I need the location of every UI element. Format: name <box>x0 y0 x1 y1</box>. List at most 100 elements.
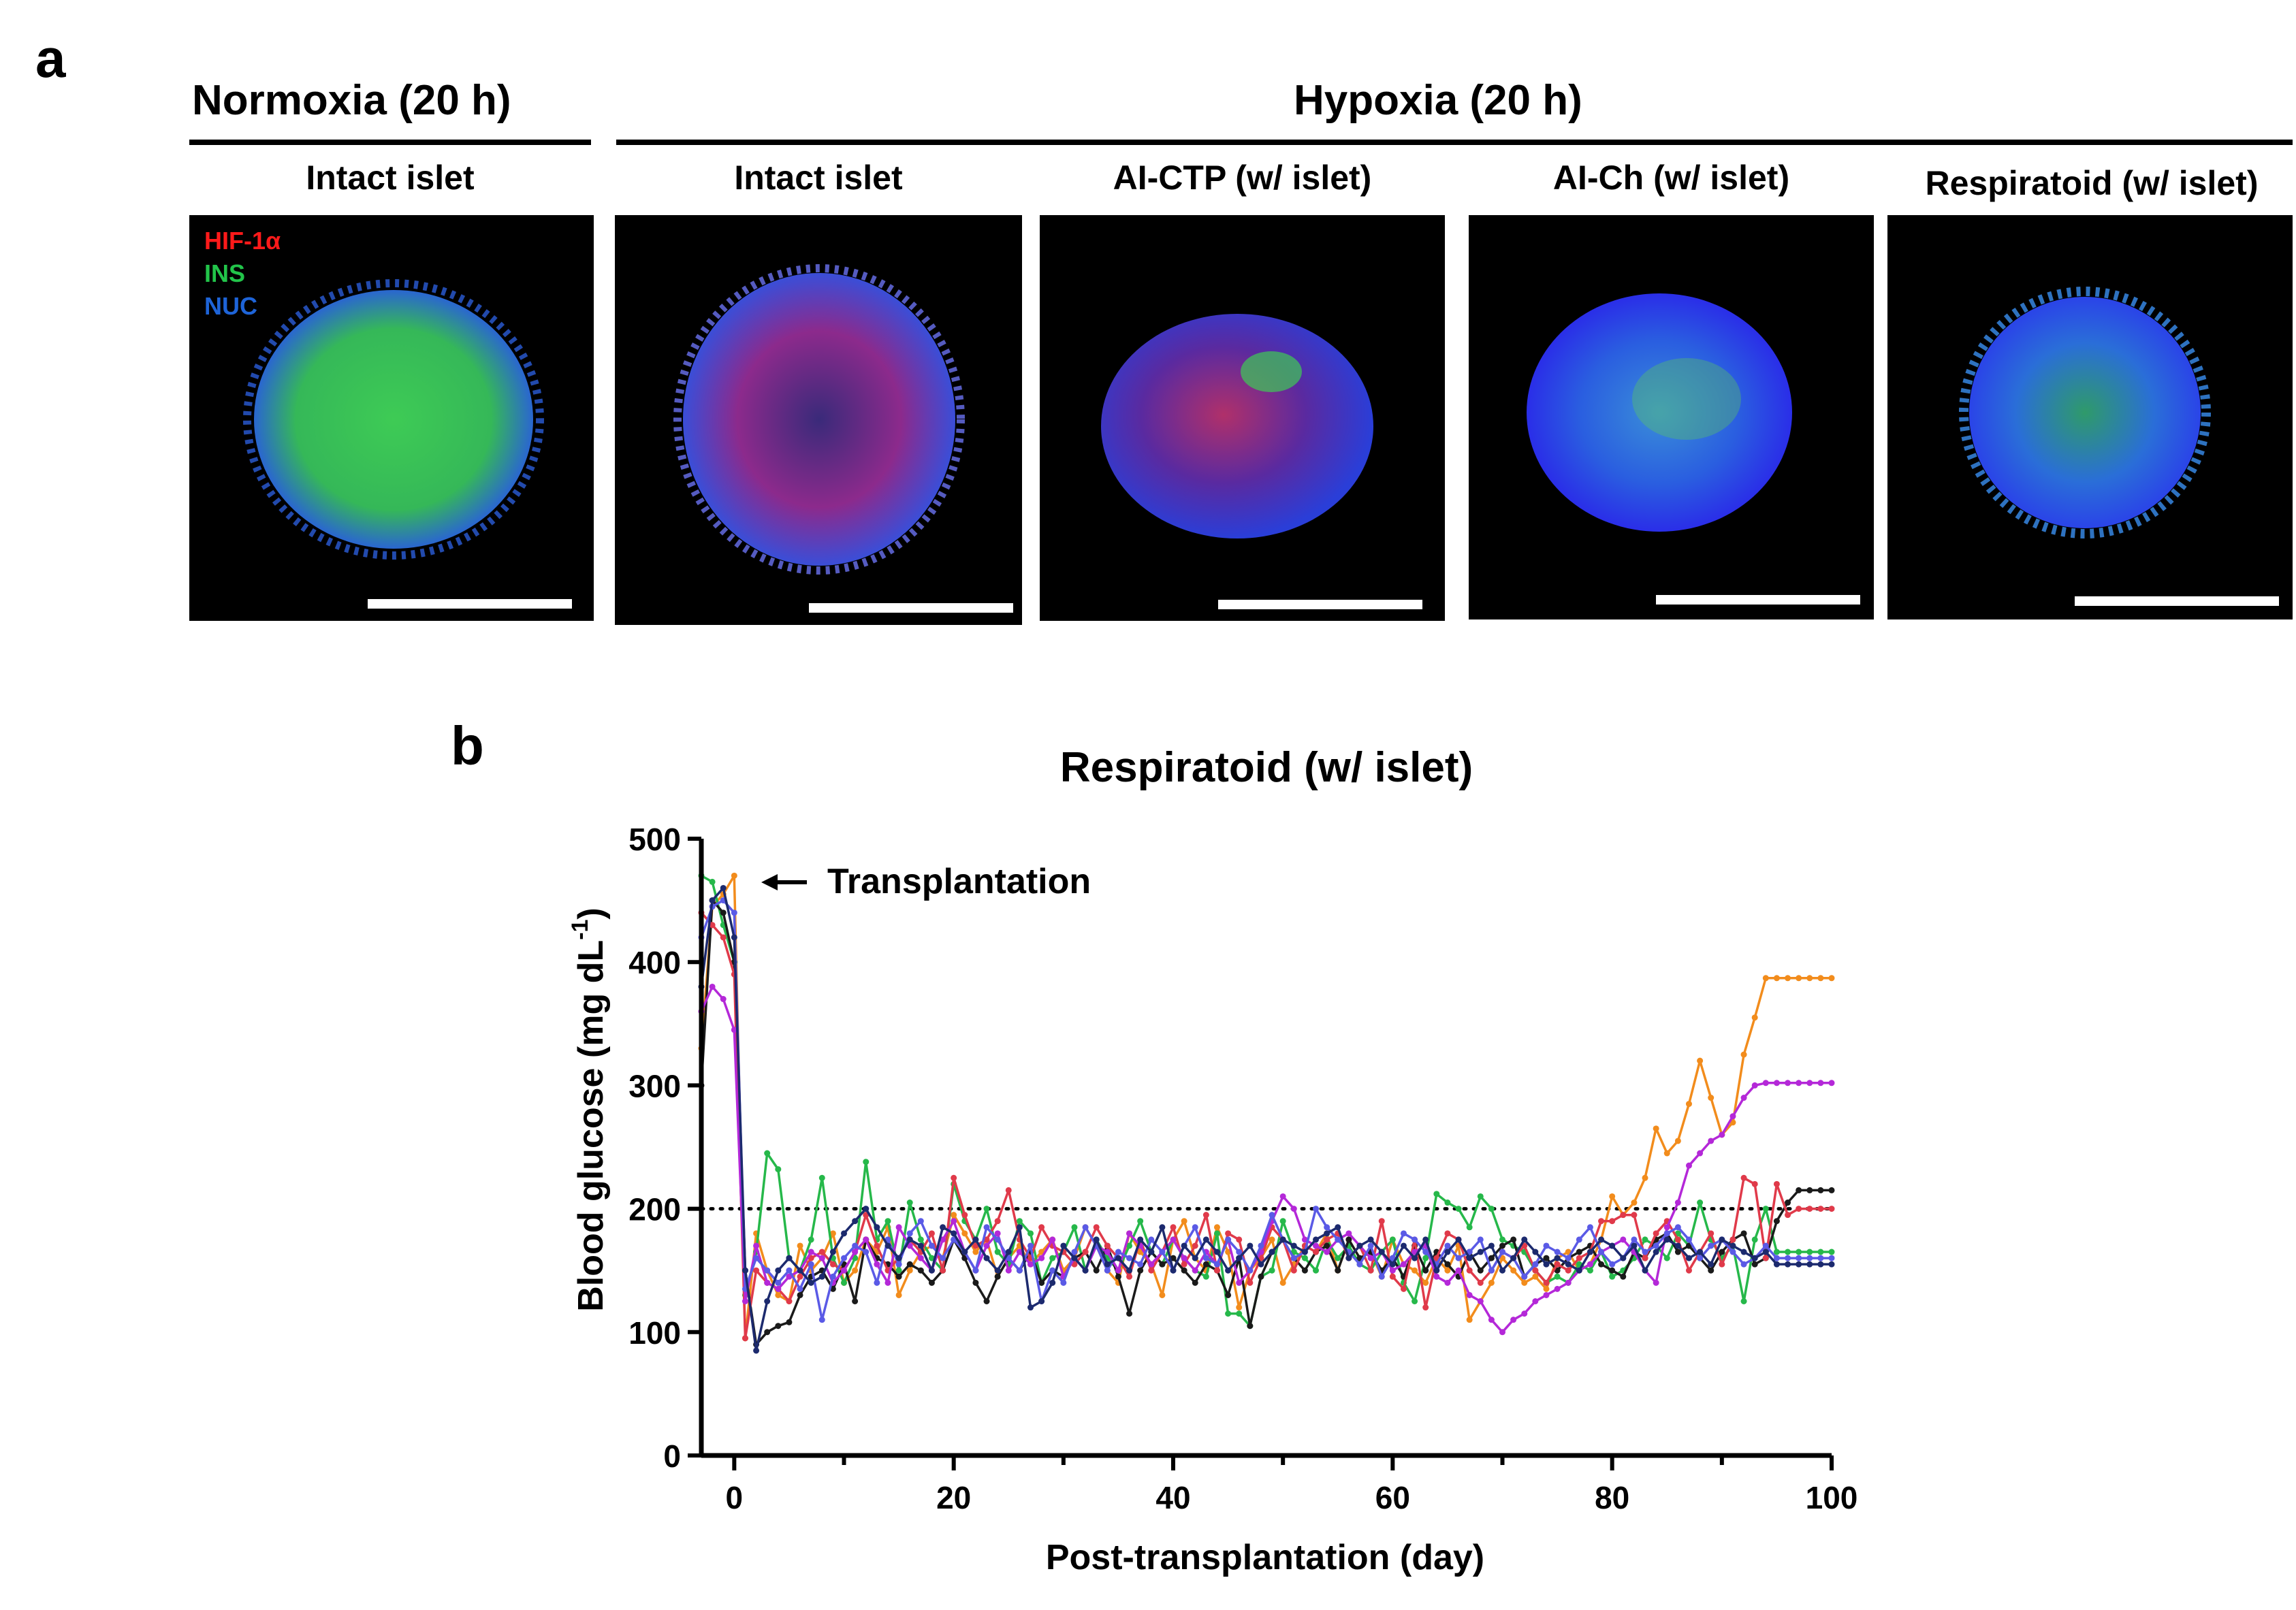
data-point <box>1697 1150 1704 1157</box>
caption-ai-ch: AI-Ch (w/ islet) <box>1552 159 1790 197</box>
data-point <box>1609 1193 1616 1200</box>
data-point <box>1762 1255 1769 1261</box>
data-point <box>1005 1249 1012 1255</box>
data-point <box>863 1249 870 1255</box>
data-point <box>863 1236 870 1243</box>
data-point <box>1663 1230 1670 1237</box>
y-axis-label: Blood glucose (mg dL-1) <box>567 907 611 1312</box>
data-point <box>1027 1304 1034 1311</box>
data-point <box>1708 1261 1715 1268</box>
data-point <box>1367 1236 1374 1243</box>
data-point <box>1796 1187 1802 1193</box>
data-point <box>895 1255 902 1261</box>
data-point <box>764 1298 771 1304</box>
data-point <box>1181 1267 1187 1274</box>
data-point <box>1038 1224 1045 1231</box>
data-point <box>1697 1200 1704 1206</box>
data-point <box>1554 1273 1561 1280</box>
data-point <box>753 1267 760 1274</box>
data-point <box>1740 1298 1747 1304</box>
data-point <box>1642 1267 1648 1274</box>
data-point <box>1796 1080 1802 1086</box>
data-point <box>1762 1206 1769 1212</box>
data-point <box>1685 1101 1692 1108</box>
data-point <box>1159 1261 1166 1268</box>
data-point <box>1477 1249 1484 1255</box>
data-point <box>775 1166 782 1173</box>
data-point <box>961 1212 968 1219</box>
y-tick-label: 200 <box>628 1192 681 1227</box>
data-point <box>1806 1255 1813 1261</box>
data-point <box>1543 1285 1550 1292</box>
data-point <box>1378 1218 1385 1225</box>
data-point <box>1785 1249 1791 1255</box>
data-point <box>1444 1242 1451 1249</box>
data-point <box>1751 1236 1758 1243</box>
data-point <box>1236 1249 1243 1255</box>
data-point <box>1093 1267 1100 1274</box>
data-point <box>1444 1279 1451 1286</box>
panel-letter-b: b <box>451 715 484 776</box>
data-point <box>1729 1242 1736 1249</box>
data-point <box>1378 1249 1385 1255</box>
data-point <box>1576 1255 1582 1261</box>
data-point <box>1115 1249 1121 1255</box>
data-point <box>1620 1273 1627 1280</box>
data-point <box>775 1285 782 1292</box>
data-point <box>1543 1242 1550 1249</box>
data-point <box>1335 1236 1341 1243</box>
data-point <box>1817 1261 1824 1268</box>
data-point <box>1674 1138 1681 1144</box>
data-point <box>1279 1193 1286 1200</box>
data-point <box>829 1230 836 1237</box>
data-point <box>1653 1279 1659 1286</box>
stain-legend-ins: INS <box>204 259 246 287</box>
data-point <box>906 1200 913 1206</box>
data-point <box>1236 1279 1243 1286</box>
data-point <box>972 1249 979 1255</box>
data-point <box>1719 1249 1725 1255</box>
scale-bar <box>2075 596 2279 606</box>
data-point <box>1412 1236 1418 1243</box>
data-point <box>1708 1095 1715 1101</box>
data-point <box>1027 1261 1034 1268</box>
data-point <box>1740 1230 1747 1237</box>
y-tick-label: 100 <box>628 1315 681 1351</box>
data-point <box>1236 1310 1243 1317</box>
data-point <box>1126 1230 1133 1237</box>
data-point <box>1202 1273 1209 1280</box>
data-point <box>1159 1249 1166 1255</box>
data-point <box>1521 1279 1528 1286</box>
data-point <box>1258 1261 1264 1268</box>
x-axis-label: Post-transplantation (day) <box>1046 1538 1484 1577</box>
data-point <box>1521 1273 1528 1280</box>
data-point <box>1796 1249 1802 1255</box>
data-point <box>1828 1187 1835 1193</box>
data-point <box>1258 1242 1264 1249</box>
data-point <box>1444 1261 1451 1268</box>
data-point <box>1082 1224 1089 1231</box>
data-point <box>1532 1298 1539 1304</box>
data-point <box>1674 1224 1681 1231</box>
data-point <box>1104 1267 1111 1274</box>
data-point <box>1137 1218 1144 1225</box>
data-point <box>764 1279 771 1286</box>
data-point <box>1466 1317 1473 1323</box>
data-point <box>1247 1267 1254 1274</box>
data-point <box>1817 1206 1824 1212</box>
data-point <box>1751 1082 1758 1089</box>
data-point <box>731 934 737 941</box>
data-point <box>818 1317 825 1323</box>
data-point <box>940 1267 946 1274</box>
data-point <box>1806 1080 1813 1086</box>
data-point <box>1598 1249 1605 1255</box>
data-point <box>1751 1261 1758 1268</box>
data-point <box>994 1236 1001 1243</box>
data-point <box>1400 1285 1407 1292</box>
data-point <box>1620 1212 1627 1219</box>
data-point <box>1762 1249 1769 1255</box>
data-point <box>808 1261 814 1268</box>
series-line-2 <box>700 899 1832 1346</box>
data-point <box>742 1298 748 1304</box>
data-point <box>1762 975 1769 982</box>
